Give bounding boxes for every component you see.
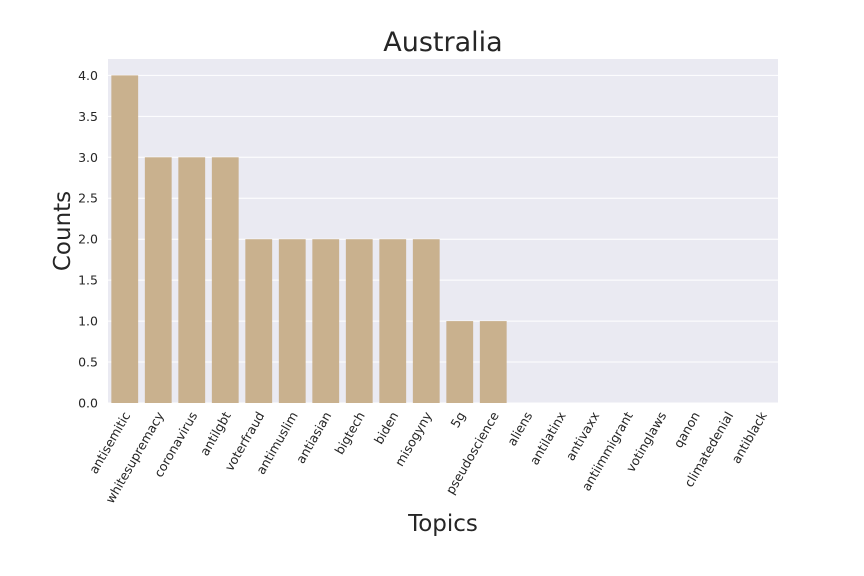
x-tick-label: aliens [504, 409, 535, 448]
bar-antisemitic [111, 75, 139, 403]
x-tick-label: bigtech [331, 409, 367, 457]
bar-antimuslim [278, 239, 306, 403]
bar-antiasian [312, 239, 340, 403]
bars [111, 75, 507, 403]
y-tick-label: 2.5 [78, 191, 98, 206]
y-tick-label: 2.0 [78, 232, 98, 247]
bar-biden [379, 239, 407, 403]
y-tick-label: 1.5 [78, 273, 98, 288]
bar-pseudoscience [479, 321, 507, 403]
chart-title: Australia [383, 27, 502, 58]
x-tick-label: 5g [447, 409, 468, 430]
bar-5g [446, 321, 474, 403]
bar-voterfraud [245, 239, 273, 403]
bar-bigtech [345, 239, 373, 403]
x-axis-label: Topics [407, 511, 478, 537]
bar-antilgbt [211, 157, 239, 403]
y-axis-label: Counts [50, 191, 76, 271]
y-tick-label: 0.0 [78, 396, 98, 411]
y-tick-label: 3.5 [78, 109, 98, 124]
x-tick-label: biden [371, 409, 401, 447]
bar-misogyny [412, 239, 440, 403]
bar-whitesupremacy [144, 157, 172, 403]
x-tick-labels: antisemiticwhitesupremacycoronavirusanti… [86, 408, 770, 506]
y-tick-label: 0.5 [78, 355, 98, 370]
y-tick-label: 4.0 [78, 68, 98, 83]
y-tick-labels: 0.0 0.5 1.0 1.5 2.0 2.5 3.0 3.5 4.0 [78, 68, 98, 411]
y-tick-label: 1.0 [78, 314, 98, 329]
y-tick-label: 3.0 [78, 150, 98, 165]
plot-area [108, 59, 778, 403]
x-tick-label: qanon [670, 409, 703, 450]
bar-coronavirus [178, 157, 206, 403]
x-tick-label: antilgbt [197, 409, 234, 458]
